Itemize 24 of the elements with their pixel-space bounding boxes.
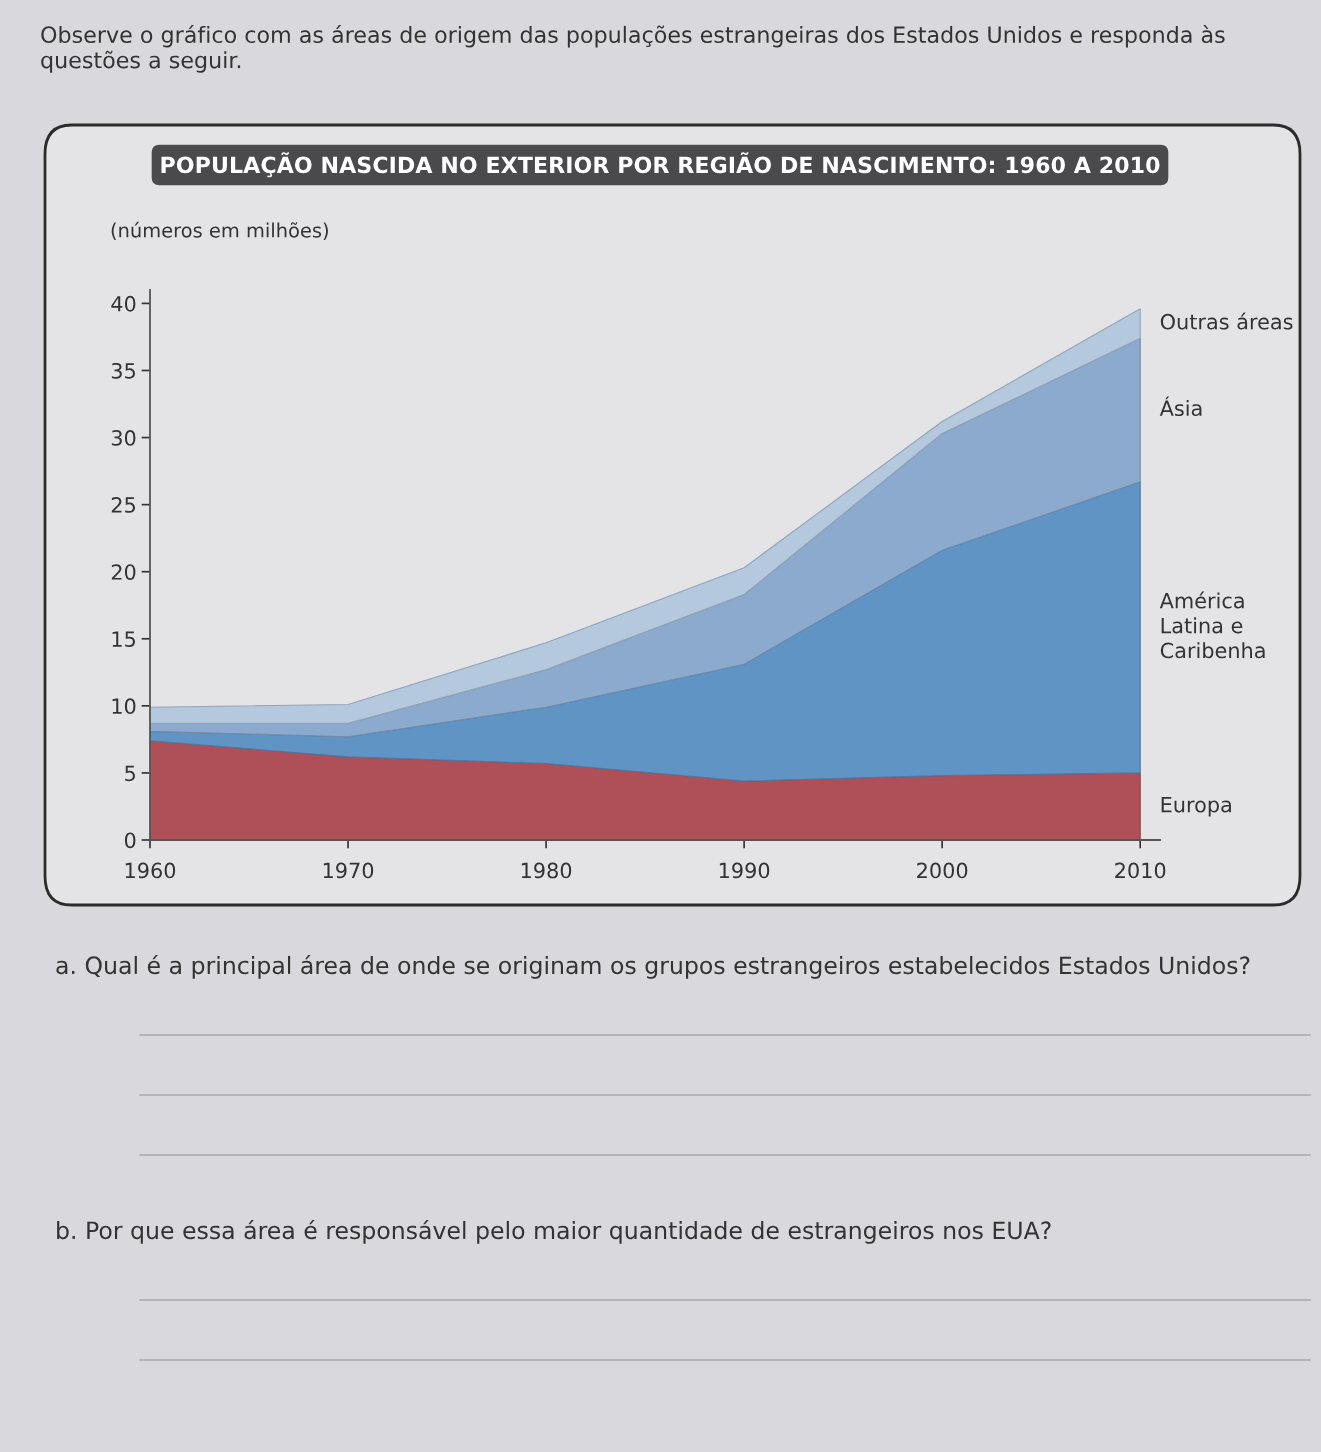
- y-tick-label: 5: [125, 765, 135, 782]
- text: b. Por que essa área é responsável pelo maior quantidade de estrangeiros nos EUA?: [57, 1220, 1051, 1244]
- x-tick-label: 1980: [521, 862, 572, 879]
- y-tick-label: 10: [112, 698, 136, 715]
- y-tick-label: 30: [111, 430, 136, 446]
- y-tick-label: 40: [111, 295, 136, 312]
- y-tick-label: 15: [112, 631, 135, 647]
- x-tick-label: 1990: [719, 862, 770, 879]
- chart-title: POPULAÇÃO NASCIDA NO EXTERIOR POR REGIÃO DE NASCIMENTO: 1960 A 2010: [161, 152, 1160, 178]
- x-tick-label: 1960: [125, 862, 176, 879]
- text: Observe o gráfico com as áreas de origem das populações estrangeiras dos Estados Unidos e responda às questões a seguir.: [41, 25, 1225, 73]
- y-tick-label: 0: [124, 832, 136, 849]
- x-tick-label: 2000: [917, 862, 968, 879]
- series-label: Outras áreas: [1160, 312, 1293, 330]
- series-label: Europa: [1161, 797, 1231, 817]
- y-tick-label: 25: [111, 497, 135, 513]
- text: a. Qual é a principal área de onde se originam os grupos estrangeiros estabelecidos Estados Unidos?: [56, 955, 1250, 979]
- series-label: Ásia: [1159, 396, 1202, 417]
- x-tick-label: 2010: [1115, 862, 1166, 879]
- chart-subtitle: (números em milhões): [111, 221, 328, 240]
- series-label: América Latina e Caribenha: [1159, 591, 1265, 659]
- y-tick-label: 35: [111, 362, 135, 379]
- y-tick-label: 20: [111, 564, 136, 580]
- x-tick-label: 1970: [323, 862, 374, 879]
